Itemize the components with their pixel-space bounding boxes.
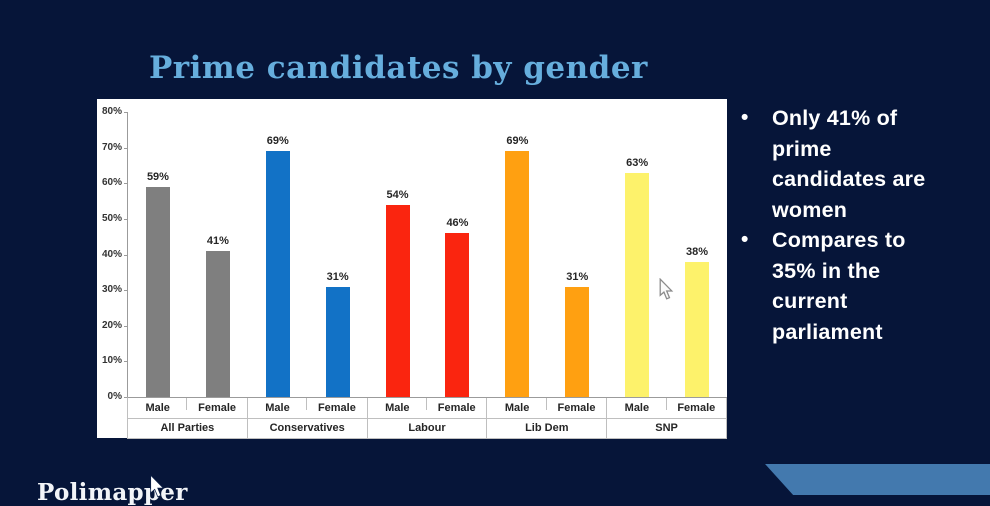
bar-group-all-parties: 59% 41% [128, 112, 248, 397]
bullet-icon: • [741, 106, 749, 129]
x-axis-group: Male Female All Parties [128, 398, 248, 438]
bar-value-label: 31% [566, 270, 589, 283]
bar-snp-male [625, 172, 650, 397]
bar-value-label: 59% [146, 170, 169, 183]
bar-group-lib-dem: 69% 31% [487, 112, 607, 397]
plot-area: 59% 41% 69% 31% 54% 46% 69% 31% 63% 38% [127, 112, 727, 397]
bar-slot: 54% [368, 112, 428, 397]
bar-group-conservatives: 69% 31% [248, 112, 368, 397]
x-axis-subrow: Male Female [607, 398, 726, 419]
y-tick-mark [124, 112, 128, 113]
bar-value-label: 69% [266, 135, 289, 148]
y-tick-label: 0% [107, 391, 122, 402]
bar-slot: 69% [487, 112, 547, 397]
y-tick-mark [124, 147, 128, 149]
bar-conservatives-female [325, 286, 350, 397]
list-item: • Only 41% of prime candidates are women [741, 103, 983, 225]
y-tick-mark [124, 218, 128, 220]
x-axis-group: Male Female Conservatives [247, 398, 368, 438]
y-tick-mark [124, 290, 128, 292]
x-group-label: SNP [655, 422, 678, 435]
bar-group-labour: 54% 46% [368, 112, 488, 397]
y-tick-label: 10% [101, 355, 122, 367]
y-tick-label: 20% [101, 319, 122, 331]
x-axis-subrow: Male Female [487, 398, 607, 419]
y-tick-label: 40% [101, 248, 122, 260]
bar-slot: 38% [667, 112, 727, 397]
y-tick-label: 80% [101, 106, 122, 117]
bar-slot: 31% [308, 112, 368, 397]
x-axis-subrow: Male Female [367, 398, 487, 419]
banner-shape [765, 464, 990, 495]
x-group-label: All Parties [160, 422, 215, 435]
x-tick-label: Male [607, 398, 668, 418]
bar-value-label: 63% [626, 156, 649, 169]
x-group-label: Labour [408, 422, 446, 435]
x-axis-subrow: Male Female [247, 398, 367, 419]
x-tick-label: Male [248, 398, 308, 418]
x-group-label: Conservatives [269, 422, 345, 435]
y-tick-mark [124, 254, 128, 256]
mouse-cursor-icon [659, 278, 674, 300]
bar-all-parties-female [205, 250, 230, 397]
y-tick-label: 70% [101, 141, 122, 153]
y-tick-label: 30% [101, 284, 122, 296]
x-tick-label: Female [198, 401, 237, 414]
bar-conservatives-male [265, 151, 290, 397]
bullet-text: Compares to 35% in the current parliamen… [772, 228, 906, 344]
x-tick-label: Male [487, 398, 548, 418]
bullet-icon: • [741, 228, 749, 251]
bar-slot: 31% [547, 112, 607, 397]
bar-value-label: 46% [446, 217, 469, 230]
bar-value-label: 38% [686, 245, 709, 258]
bar-slot: 59% [128, 112, 188, 397]
bar-all-parties-male [145, 186, 170, 397]
y-tick-mark [124, 183, 128, 185]
bar-labour-female [445, 233, 470, 397]
mouse-cursor-icon [150, 474, 165, 498]
x-tick-label: Female [437, 401, 476, 414]
bar-slot: 46% [428, 112, 488, 397]
bar-lib-dem-male [505, 151, 530, 397]
x-group-label: Lib Dem [525, 422, 569, 435]
x-axis-group: Male Female Labour [367, 398, 488, 438]
x-tick-label: Male [128, 398, 188, 418]
list-item: • Compares to 35% in the current parliam… [741, 225, 983, 347]
bar-snp-female [685, 261, 710, 397]
bullet-text: Only 41% of prime candidates are women [772, 106, 926, 222]
y-tick-label: 50% [101, 212, 122, 224]
bar-slot: 63% [607, 112, 667, 397]
x-axis-group: Male Female Lib Dem [487, 398, 608, 438]
x-axis-subrow: Male Female [128, 398, 247, 419]
x-axis-group: Male Female SNP [607, 398, 727, 438]
bar-value-label: 54% [386, 188, 409, 201]
x-tick-label: Female [677, 401, 716, 414]
bar-slot: 69% [248, 112, 308, 397]
bar-group-snp: 63% 38% [607, 112, 727, 397]
x-tick-label: Male [368, 398, 428, 418]
bar-slot: 41% [188, 112, 248, 397]
bar-value-label: 69% [506, 135, 529, 148]
x-tick-label: Female [557, 401, 596, 414]
y-tick-mark [124, 325, 128, 327]
y-tick-label: 60% [101, 177, 122, 189]
key-findings-list: • Only 41% of prime candidates are women… [741, 103, 983, 347]
bar-value-label: 41% [206, 234, 229, 247]
bar-lib-dem-female [565, 286, 590, 397]
bar-value-label: 31% [326, 270, 349, 283]
bar-chart: 80% 70% 60% 50% 40% 30% 20% 10% 0% 59% 41% 69% 31% 5… [97, 99, 727, 439]
bar-labour-male [385, 204, 410, 397]
x-tick-label: Female [317, 401, 356, 414]
y-tick-mark [124, 397, 128, 398]
page-title: Prime candidates by gender [149, 50, 648, 86]
y-tick-mark [124, 361, 128, 363]
x-axis: Male Female All Parties Male Female Conservat… [127, 397, 727, 439]
slide-background: { "slide": { "title": "Prime candidates … [37, 50, 990, 506]
